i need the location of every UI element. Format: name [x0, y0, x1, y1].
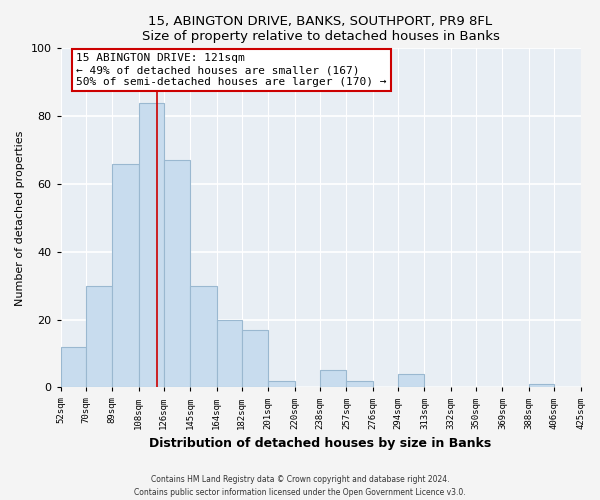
- Bar: [581, 384, 600, 388]
- Bar: [139, 102, 164, 388]
- Bar: [242, 330, 268, 388]
- Bar: [86, 286, 112, 388]
- Text: 15 ABINGTON DRIVE: 121sqm
← 49% of detached houses are smaller (167)
50% of semi: 15 ABINGTON DRIVE: 121sqm ← 49% of detac…: [76, 54, 386, 86]
- Bar: [320, 370, 346, 388]
- Text: Contains HM Land Registry data © Crown copyright and database right 2024.
Contai: Contains HM Land Registry data © Crown c…: [134, 476, 466, 497]
- Bar: [190, 286, 217, 388]
- Y-axis label: Number of detached properties: Number of detached properties: [15, 130, 25, 306]
- Bar: [529, 384, 554, 388]
- Bar: [268, 380, 295, 388]
- Title: 15, ABINGTON DRIVE, BANKS, SOUTHPORT, PR9 8FL
Size of property relative to detac: 15, ABINGTON DRIVE, BANKS, SOUTHPORT, PR…: [142, 15, 499, 43]
- X-axis label: Distribution of detached houses by size in Banks: Distribution of detached houses by size …: [149, 437, 491, 450]
- Bar: [112, 164, 139, 388]
- Bar: [398, 374, 424, 388]
- Bar: [346, 380, 373, 388]
- Bar: [61, 346, 86, 388]
- Bar: [217, 320, 242, 388]
- Bar: [164, 160, 190, 388]
